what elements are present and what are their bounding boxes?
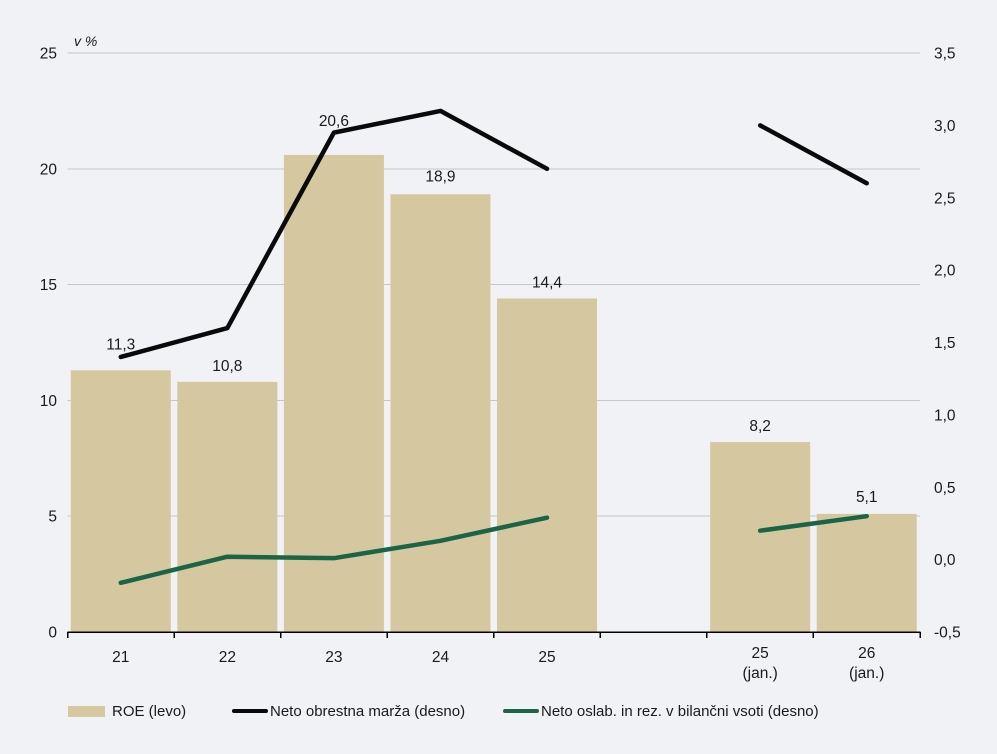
right-axis-tick-label: 2,5 — [934, 190, 956, 207]
left-axis-tick-label: 15 — [40, 277, 57, 294]
bar-26jan — [816, 513, 917, 632]
left-axis-tick-label: 25 — [40, 46, 57, 63]
x-axis-category-label: 25 — [538, 649, 555, 666]
right-axis-tick-label: 1,5 — [934, 335, 956, 352]
bar-value-label: 5,1 — [856, 489, 878, 506]
chart-legend: ROE (levo) Neto obrestna marža (desno) N… — [0, 700, 997, 722]
legend-label-neto-oslabitve: Neto oslab. in rez. v bilančni vsoti (de… — [541, 702, 819, 720]
bar-22 — [177, 381, 278, 632]
legend-item-neto-obrestna-marza: Neto obrestna marža (desno) — [232, 700, 465, 722]
bar-value-label: 10,8 — [212, 358, 242, 375]
bar-value-label: 14,4 — [532, 274, 563, 291]
bar-value-label: 18,9 — [425, 168, 455, 185]
x-axis-category-label: 26 (jan.) — [849, 645, 884, 682]
bar-25 — [497, 298, 598, 632]
bar-value-label: 11,3 — [106, 336, 135, 353]
x-axis-category-label: 23 — [325, 649, 342, 666]
right-axis-tick-label: -0,5 — [934, 625, 961, 642]
x-axis-category-label: 21 — [112, 649, 129, 666]
legend-black-line-swatch-icon — [232, 709, 268, 713]
right-axis-tick-label: 2,0 — [934, 263, 956, 280]
x-axis-category-label: 22 — [219, 649, 236, 666]
unit-label: v % — [74, 33, 98, 49]
bar-24 — [390, 194, 491, 632]
right-axis-tick-label: 0,0 — [934, 552, 956, 569]
left-axis-tick-label: 0 — [48, 625, 57, 642]
left-axis-tick-label: 10 — [40, 393, 58, 410]
legend-label-neto-obrestna-marza: Neto obrestna marža (desno) — [270, 702, 466, 720]
line-series-neto-obrestna-marza — [118, 108, 550, 360]
line-series-neto-oslabitve — [118, 515, 550, 586]
line-series-neto-oslabitve — [757, 513, 869, 533]
right-axis-tick-label: 0,5 — [934, 480, 956, 497]
x-axis-category-label: 25 (jan.) — [742, 645, 777, 682]
line-series-neto-obrestna-marza — [757, 123, 869, 186]
legend-item-roe: ROE (levo) — [68, 700, 186, 722]
right-axis-tick-label: 1,0 — [934, 407, 956, 424]
left-axis-tick-label: 20 — [40, 161, 58, 178]
bar-value-label: 8,2 — [749, 418, 771, 435]
bar-25jan — [710, 442, 811, 632]
legend-label-roe: ROE (levo) — [112, 702, 187, 720]
right-axis-tick-label: 3,5 — [934, 46, 956, 63]
x-axis-category-label: 24 — [432, 649, 450, 666]
bar-21 — [70, 370, 171, 632]
bar-value-label: 20,6 — [319, 113, 349, 130]
left-axis-tick-label: 5 — [48, 509, 57, 526]
legend-item-neto-oslabitve: Neto oslab. in rez. v bilančni vsoti (de… — [503, 700, 819, 722]
bar-23 — [283, 154, 384, 633]
right-axis-tick-label: 3,0 — [934, 118, 956, 135]
legend-bar-swatch-icon — [68, 705, 105, 717]
legend-green-line-swatch-icon — [503, 709, 539, 713]
